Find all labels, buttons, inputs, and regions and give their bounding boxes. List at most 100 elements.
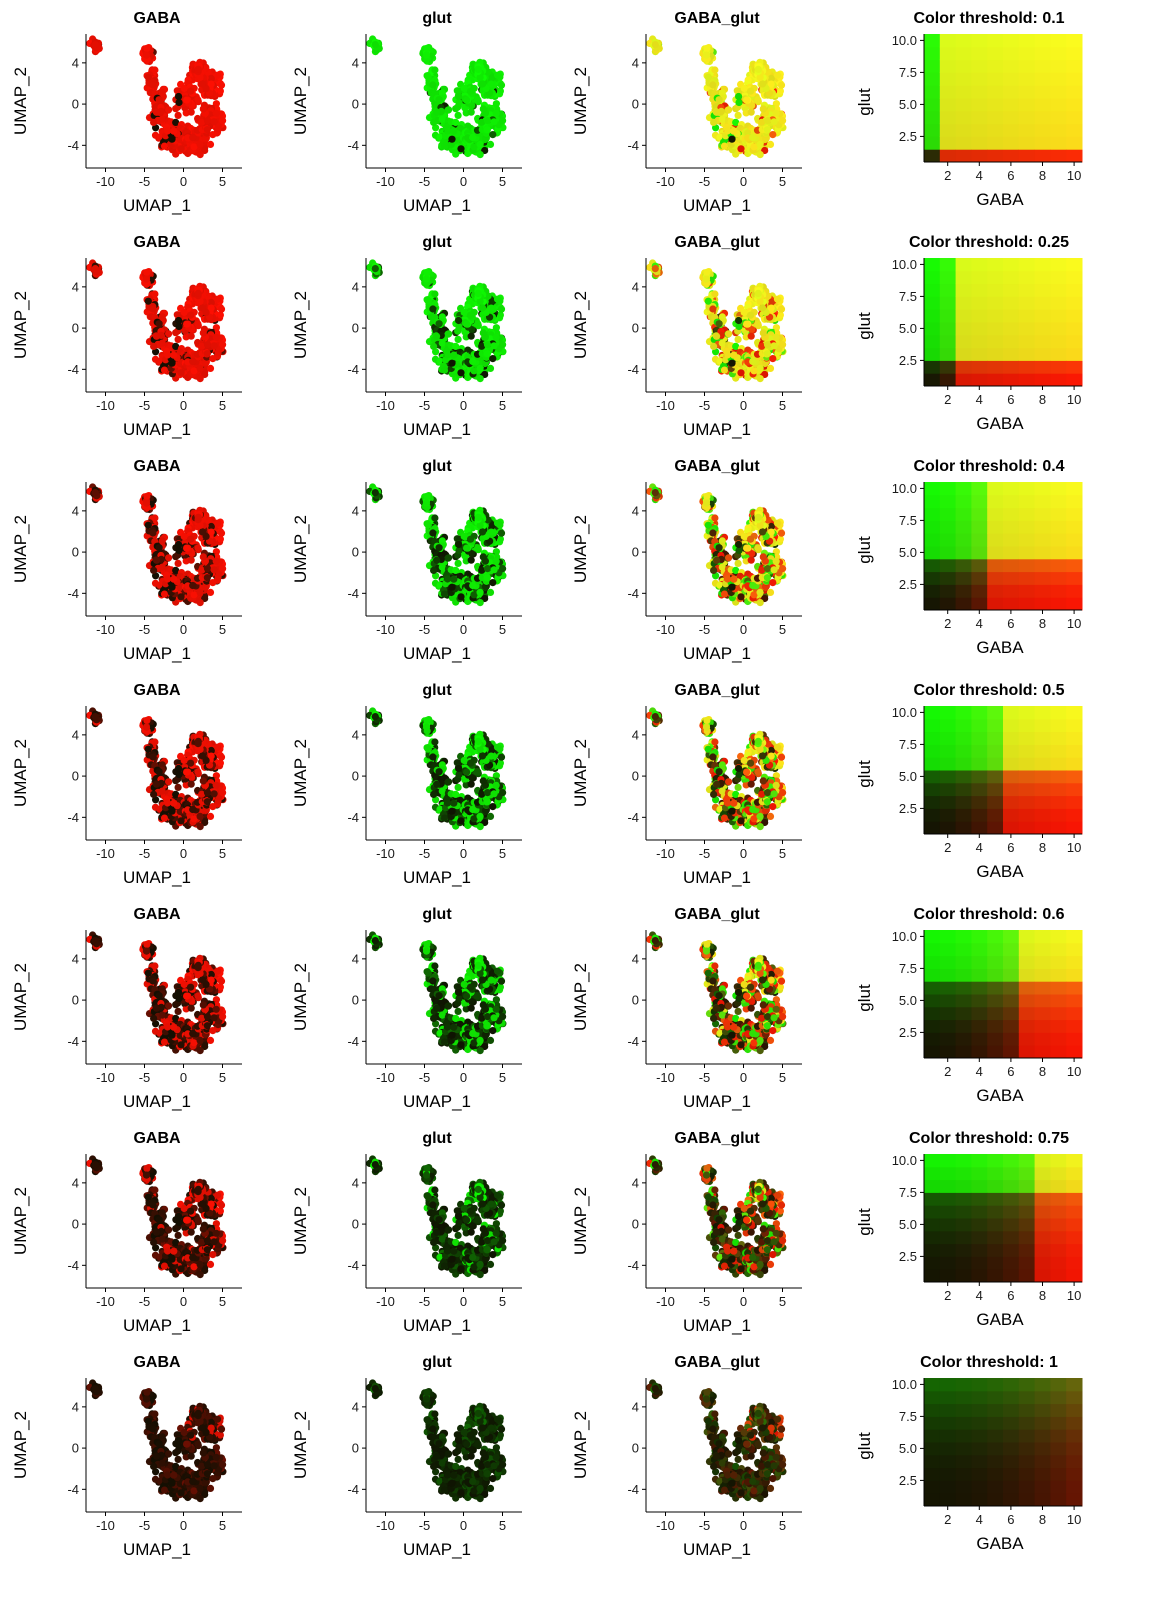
- cell-point: [142, 51, 151, 59]
- cell-point: [189, 357, 197, 366]
- legend-x-tick-label: 2: [944, 168, 951, 183]
- cell-point: [651, 265, 659, 273]
- cell-point: [483, 350, 491, 358]
- cell-point: [476, 140, 484, 148]
- y-axis-label: UMAP_2: [571, 67, 590, 135]
- cell-point: [499, 117, 507, 125]
- legend-cell: [1050, 85, 1067, 99]
- x-axis-label: UMAP_1: [123, 420, 191, 439]
- cell-point: [474, 65, 482, 73]
- legend-cell: [971, 123, 988, 137]
- cell-point: [737, 369, 745, 377]
- cell-point: [728, 359, 736, 367]
- cell-point: [702, 51, 711, 59]
- y-tick-label: 0: [632, 97, 639, 112]
- legend-cell: [955, 136, 972, 150]
- x-tick-label: -5: [699, 174, 711, 189]
- cell-point: [476, 151, 484, 159]
- legend-cell: [1018, 110, 1036, 125]
- cell-point: [155, 96, 163, 104]
- legend-cell: [955, 110, 972, 125]
- cell-point: [143, 268, 151, 276]
- cell-point: [175, 92, 183, 101]
- cell-point: [213, 71, 222, 79]
- cell-point: [715, 320, 723, 328]
- x-tick-label: 5: [219, 398, 226, 413]
- x-tick-label: -10: [96, 398, 115, 413]
- legend-cell: [1034, 72, 1051, 86]
- cell-point: [189, 133, 197, 142]
- cell-point: [702, 275, 711, 283]
- x-tick-label: 0: [180, 174, 187, 189]
- y-tick-label: -4: [67, 362, 79, 377]
- cell-point: [469, 357, 477, 366]
- cell-point: [467, 311, 475, 319]
- cell-point: [489, 355, 497, 363]
- cell-point: [217, 305, 226, 313]
- cell-point: [725, 106, 733, 114]
- panel-title: GABA_glut: [674, 10, 760, 27]
- cell-point: [213, 295, 222, 303]
- cell-point: [743, 96, 751, 104]
- legend-cell: [971, 46, 988, 61]
- cell-point: [703, 268, 711, 276]
- y-tick-label: -4: [67, 138, 79, 153]
- x-tick-label: 5: [499, 174, 506, 189]
- cell-point: [777, 81, 786, 89]
- cell-point: [91, 265, 99, 273]
- legend-cell: [1018, 85, 1036, 99]
- cell-point: [180, 84, 188, 93]
- cell-point: [499, 341, 507, 349]
- legend-cell: [924, 110, 941, 125]
- cell-point: [493, 71, 502, 79]
- legend-cell: [1003, 72, 1020, 86]
- cell-point: [703, 44, 711, 53]
- cell-point: [479, 329, 487, 337]
- legend-cell: [939, 59, 957, 73]
- cell-point: [196, 375, 204, 383]
- x-tick-label: -10: [656, 174, 675, 189]
- cell-point: [203, 341, 212, 349]
- legend-cell: [1003, 149, 1020, 163]
- legend-cell: [987, 34, 1004, 48]
- cell-point: [199, 329, 207, 337]
- cell-point: [467, 332, 475, 340]
- cell-point: [493, 295, 502, 303]
- cell-point: [203, 350, 211, 358]
- cell-point: [430, 342, 438, 350]
- legend-cell: [1066, 85, 1083, 99]
- cell-point: [430, 118, 438, 126]
- x-axis-label: UMAP_1: [123, 196, 191, 215]
- legend-cell: [1050, 149, 1067, 163]
- cell-point: [203, 117, 212, 125]
- cell-point: [734, 111, 742, 119]
- x-tick-label: -10: [96, 174, 115, 189]
- legend-cell: [1018, 59, 1036, 73]
- cell-point: [490, 342, 498, 350]
- umap-points: [646, 259, 787, 383]
- legend-cell: [955, 34, 972, 48]
- legend-x-tick-label: 8: [1039, 168, 1046, 183]
- cell-point: [769, 131, 777, 139]
- cell-point: [754, 65, 762, 73]
- cell-point: [152, 124, 160, 132]
- legend-cell: [1066, 136, 1083, 150]
- legend-cell: [1066, 123, 1083, 137]
- cell-point: [463, 320, 471, 328]
- cell-point: [438, 339, 446, 347]
- cell-point: [194, 320, 202, 328]
- legend-cell: [1050, 59, 1067, 73]
- cell-point: [754, 96, 762, 104]
- cell-point: [174, 335, 182, 343]
- legend-cell: [1003, 98, 1020, 112]
- cell-point: [478, 304, 487, 312]
- cell-point: [445, 106, 453, 114]
- cell-point: [773, 71, 782, 79]
- cell-point: [720, 366, 729, 374]
- cell-point: [206, 364, 215, 372]
- legend-cell: [987, 59, 1004, 73]
- cell-point: [710, 118, 718, 126]
